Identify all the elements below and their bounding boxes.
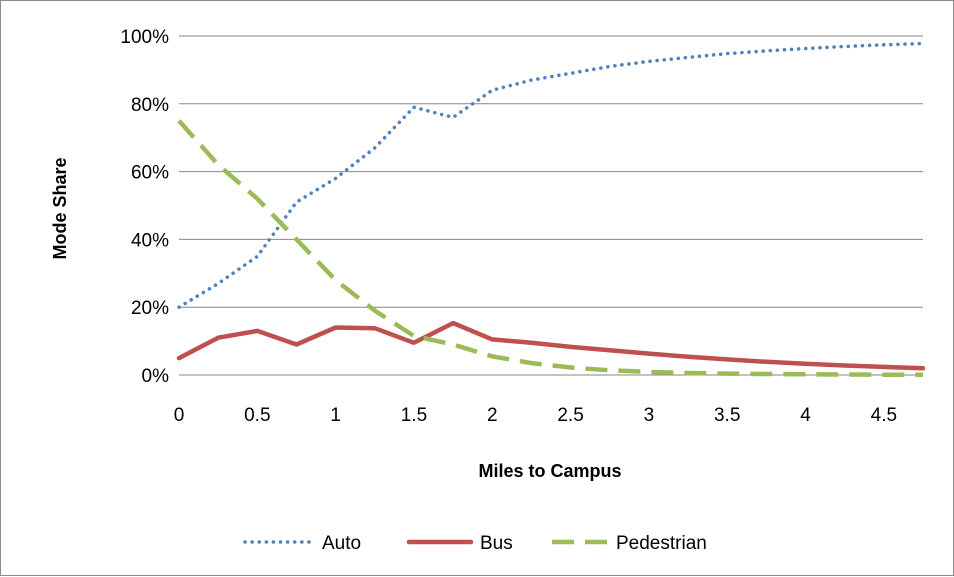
x-tick-label: 2.5 [557, 405, 583, 426]
gridlines [179, 35, 923, 376]
y-tick-label: 100% [120, 27, 169, 48]
series-line-auto [177, 41, 925, 309]
series-line-bus [176, 320, 926, 371]
x-tick-label: 3 [644, 405, 655, 426]
series-lines [176, 41, 926, 377]
x-tick-labels: 0 0.5 1 1.5 2 2.5 3 3.5 4 4.5 [174, 405, 897, 426]
x-tick-label: 4 [800, 405, 811, 426]
x-axis-title: Miles to Campus [478, 461, 621, 481]
y-tick-labels: 0% 20% 40% 60% 80% 100% [120, 27, 169, 387]
x-tick-label: 1.5 [401, 405, 427, 426]
x-tick-label: 0 [174, 405, 185, 426]
x-tick-label: 3.5 [714, 405, 740, 426]
legend-label-pedestrian: Pedestrian [616, 533, 707, 554]
y-tick-label: 20% [131, 298, 169, 319]
y-tick-label: 0% [142, 366, 170, 387]
legend: Auto Bus Pedestrian [243, 533, 707, 554]
x-tick-label: 4.5 [871, 405, 897, 426]
y-tick-label: 40% [131, 230, 169, 251]
legend-label-auto: Auto [322, 533, 361, 554]
y-axis-title: Mode Share [50, 157, 70, 259]
x-tick-label: 2 [487, 405, 498, 426]
x-tick-label: 1 [330, 405, 341, 426]
y-tick-label: 60% [131, 163, 169, 184]
legend-label-bus: Bus [480, 533, 513, 554]
x-tick-label: 0.5 [244, 405, 270, 426]
series-line-pedestrian [177, 119, 923, 377]
y-tick-label: 80% [131, 95, 169, 116]
